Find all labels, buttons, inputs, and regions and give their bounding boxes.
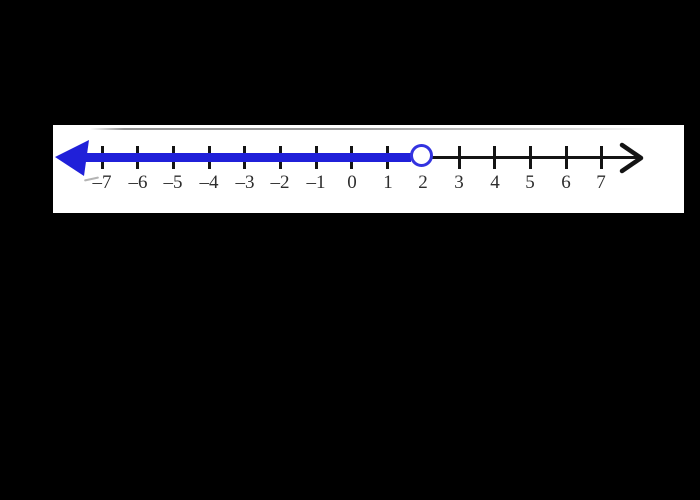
- tick-label-5: 5: [525, 172, 535, 193]
- open-point-circle: [410, 144, 433, 167]
- right-arrowhead-icon: [619, 142, 644, 174]
- tick-label-minus-6: –6: [128, 172, 148, 193]
- tick-label-2: 2: [418, 172, 428, 193]
- tick-label-1: 1: [383, 172, 393, 193]
- scan-artifact-line: [90, 128, 655, 130]
- tick-label-3: 3: [454, 172, 464, 193]
- axis-line: [430, 156, 639, 159]
- tick-label-0: 0: [347, 172, 357, 193]
- solution-ray: [76, 153, 411, 162]
- tick-label-7: 7: [596, 172, 606, 193]
- tick-label-4: 4: [490, 172, 500, 193]
- tick-label-6: 6: [561, 172, 571, 193]
- tick-label-minus-3: –3: [235, 172, 255, 193]
- tick-label-minus-7: –7: [92, 172, 112, 193]
- left-arrowhead-icon: [55, 140, 89, 176]
- tick-label-minus-4: –4: [199, 172, 219, 193]
- tick-label-minus-1: –1: [306, 172, 326, 193]
- number-line-panel: [53, 125, 684, 213]
- tick-label-minus-5: –5: [163, 172, 183, 193]
- tick-label-minus-2: –2: [270, 172, 290, 193]
